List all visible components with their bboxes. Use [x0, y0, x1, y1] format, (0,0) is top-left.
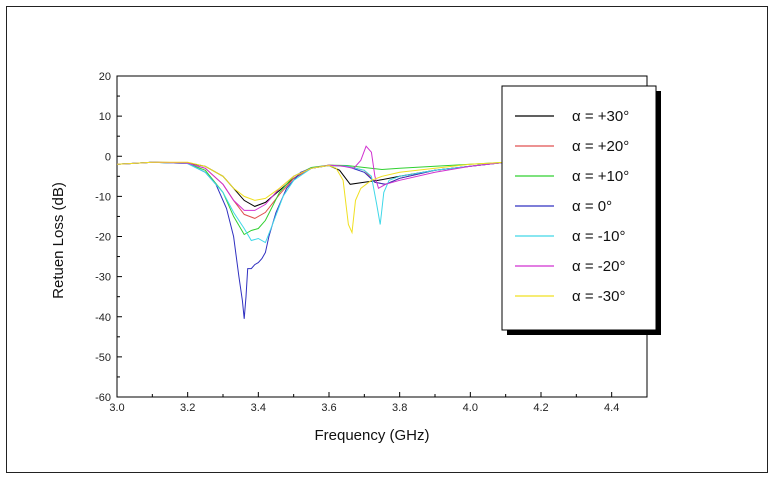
- x-tick-label: 4.4: [604, 402, 619, 414]
- legend-box: [501, 85, 657, 331]
- legend-label: α = -10°: [572, 228, 625, 245]
- x-tick-label: 3.2: [180, 402, 195, 414]
- series-line: [116, 160, 520, 244]
- legend-label: α = 0°: [572, 198, 612, 215]
- legend-label: α = +20°: [572, 138, 629, 155]
- series-layer: [116, 145, 520, 319]
- series-line: [116, 160, 520, 319]
- y-tick-label: -30: [95, 272, 111, 284]
- y-tick-label: 0: [105, 151, 111, 163]
- y-tick-label: 10: [99, 111, 111, 123]
- y-axis: 20 10 0 -10 -20 -30 -40 -50 -60: [95, 71, 122, 404]
- y-tick-label: -40: [95, 312, 111, 324]
- legend: α = +30° α = +20° α = +10° α = 0° α = -10° α …: [501, 85, 661, 335]
- series-line: [116, 160, 520, 236]
- x-tick-label: 3.6: [321, 402, 336, 414]
- series-line: [116, 160, 520, 219]
- series-line: [116, 160, 520, 235]
- x-tick-label: 4.0: [463, 402, 478, 414]
- y-tick-label: -20: [95, 232, 111, 244]
- y-tick-label: -10: [95, 191, 111, 203]
- x-tick-label: 3.8: [392, 402, 407, 414]
- y-tick-label: 20: [99, 71, 111, 83]
- x-tick-label: 4.2: [533, 402, 548, 414]
- x-tick-label: 3.0: [109, 402, 124, 414]
- y-tick-label: -60: [95, 392, 111, 404]
- y-axis-title: Retuen Loss (dB): [50, 182, 67, 299]
- series-line: [116, 145, 520, 211]
- y-tick-label: -50: [95, 352, 111, 364]
- x-axis: 3.0 3.2 3.4 3.6 3.8 4.0 4.2 4.4: [109, 392, 619, 414]
- legend-label: α = -30°: [572, 288, 625, 305]
- legend-label: α = +10°: [572, 168, 629, 185]
- legend-label: α = +30°: [572, 108, 629, 125]
- x-axis-title: Frequency (GHz): [314, 427, 429, 444]
- legend-items: α = +30° α = +20° α = +10° α = 0° α = -10° α …: [515, 108, 629, 305]
- x-tick-label: 3.4: [251, 402, 266, 414]
- legend-label: α = -20°: [572, 258, 625, 275]
